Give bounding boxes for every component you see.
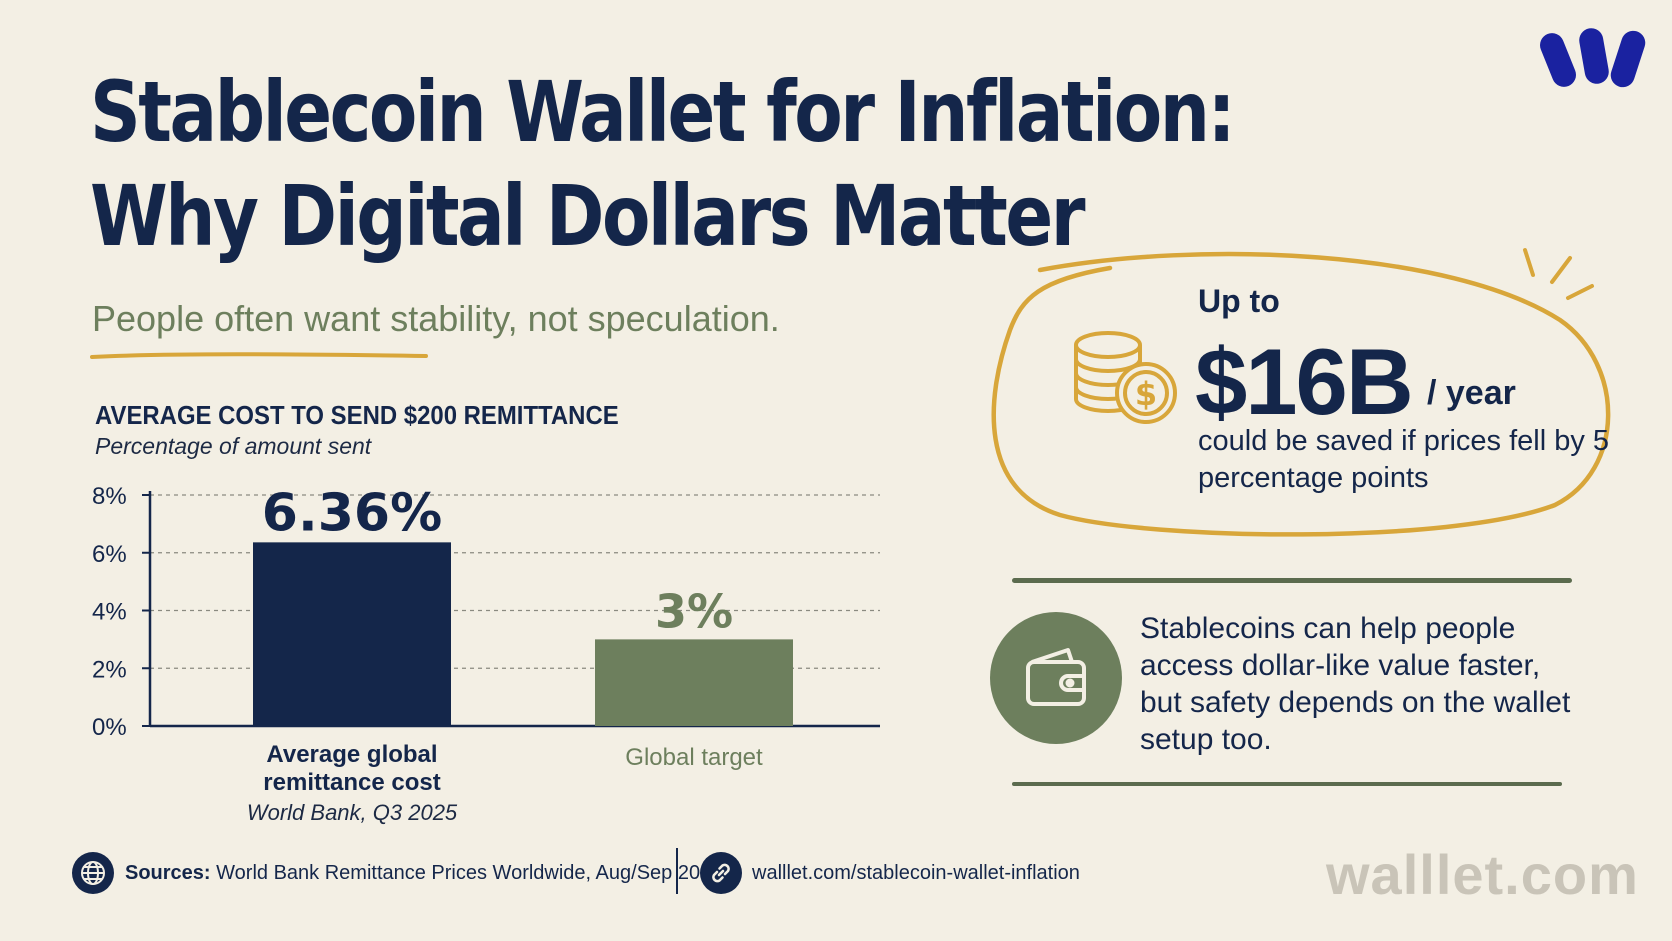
globe-badge: [72, 852, 114, 894]
callout-description: could be saved if prices fell by 5 perce…: [1198, 425, 1610, 494]
bar-value-label: 6.36%: [262, 483, 442, 543]
divider-top: [1012, 578, 1572, 583]
chart-subtitle: Percentage of amount sent: [95, 433, 372, 459]
divider-bottom: [1012, 782, 1562, 786]
page-title: Stablecoin Wallet for Inflation: Why Dig…: [90, 60, 1236, 268]
link-badge: [700, 852, 742, 894]
y-tick-label: 8%: [92, 483, 127, 510]
bar: [595, 639, 793, 726]
category-note: World Bank, Q3 2025: [247, 800, 458, 825]
brand-logo-icon: [1540, 28, 1646, 88]
y-tick-label: 2%: [92, 656, 127, 683]
subtitle-underline: [90, 352, 428, 359]
page-title-line-2: Why Digital Dollars Matter: [90, 167, 1086, 266]
footer-separator: [676, 848, 678, 894]
globe-icon: [81, 861, 105, 885]
source-url-link[interactable]: walllet.com/stablecoin-wallet-inflation: [752, 862, 1080, 884]
sparkle-lines-icon: [1523, 248, 1594, 300]
footer-sources: Sources: World Bank Remittance Prices Wo…: [125, 862, 722, 885]
callout-amount: $16B: [1195, 329, 1414, 434]
bar: [253, 542, 451, 726]
callout-prefix: Up to: [1198, 283, 1280, 319]
y-tick-label: 4%: [92, 599, 127, 626]
svg-text:$: $: [1135, 375, 1157, 413]
wallet-icon: [1026, 648, 1086, 706]
coin-stack-dollar-icon: $: [1074, 331, 1177, 424]
info-text: Stablecoins can help people access dolla…: [1140, 612, 1571, 756]
bar-value-label: 3%: [655, 584, 733, 638]
wallet-badge: [990, 612, 1122, 744]
y-tick-label: 0%: [92, 714, 127, 741]
link-icon: [712, 863, 730, 883]
bar-chart: 0% 2% 4% 6% 8% 6.36% Average globalremittance …: [92, 483, 880, 825]
page-title-line-1: Stablecoin Wallet for Inflation:: [90, 63, 1236, 161]
page-subtitle: People often want stability, not specula…: [92, 298, 780, 339]
callout-unit: / year: [1427, 374, 1516, 412]
y-tick-label: 6%: [92, 541, 127, 568]
brand-watermark: walllet.com: [1326, 843, 1639, 906]
category-label: Global target: [625, 744, 763, 771]
category-label: remittance cost: [263, 769, 440, 796]
category-label: Average global: [266, 741, 437, 768]
sources-text: World Bank Remittance Prices Worldwide, …: [216, 862, 723, 884]
chart-title: AVERAGE COST TO SEND $200 REMITTANCE: [95, 400, 619, 430]
callout-oval: [991, 248, 1611, 537]
sources-label: Sources:: [125, 862, 211, 884]
